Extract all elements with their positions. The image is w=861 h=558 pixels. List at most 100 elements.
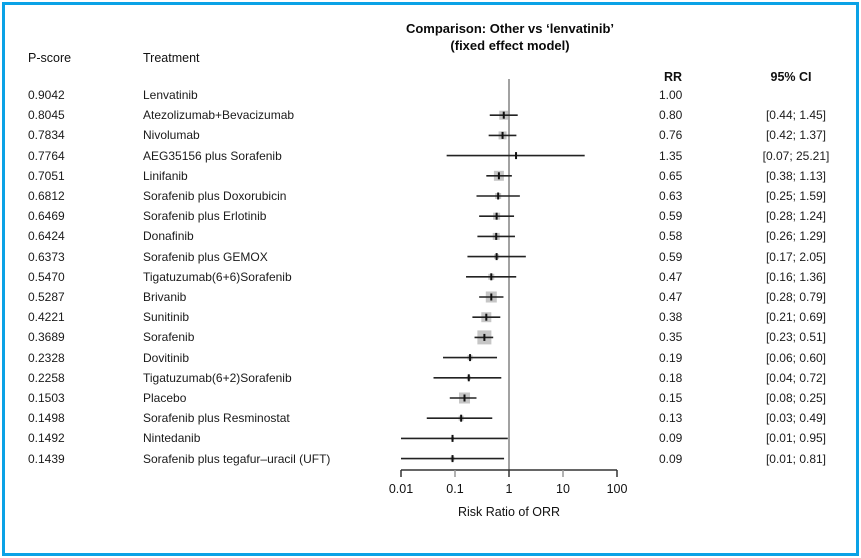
- point-marker: [495, 232, 498, 240]
- treatment-label: Dovitinib: [143, 350, 190, 365]
- ci-value: [0.16; 1.36]: [765, 269, 827, 284]
- x-tick-label: 0.1: [446, 482, 464, 496]
- ci-value: [0.28; 1.24]: [765, 209, 827, 224]
- p-score-value: 0.4221: [28, 310, 65, 325]
- point-marker: [495, 212, 498, 220]
- rr-value: 0.09: [659, 451, 683, 466]
- treatment-label: Sorafenib: [143, 330, 195, 345]
- ci-value: [0.01; 0.95]: [765, 431, 827, 446]
- ci-value: [0.03; 0.49]: [765, 411, 827, 426]
- p-score-value: 0.7834: [28, 128, 65, 143]
- treatment-label: Linifanib: [143, 168, 188, 183]
- rr-value: 0.19: [659, 350, 683, 365]
- point-marker: [460, 414, 463, 422]
- chart-title-line2: (fixed effect model): [450, 38, 570, 53]
- x-tick-label: 100: [606, 482, 628, 496]
- chart-title: Comparison: Other vs ‘lenvatinib’ (fixed…: [310, 20, 710, 54]
- rr-value: 0.47: [659, 290, 683, 304]
- point-marker: [490, 273, 493, 281]
- x-axis-label: Risk Ratio of ORR: [457, 505, 561, 519]
- p-score-value: 0.1498: [28, 411, 65, 426]
- point-marker: [497, 192, 500, 200]
- treatment-label: Sorafenib plus Doxorubicin: [143, 189, 287, 203]
- p-score-value: 0.6469: [28, 209, 65, 224]
- point-marker: [490, 293, 493, 301]
- p-score-value: 0.5470: [28, 269, 65, 284]
- point-marker: [495, 253, 498, 261]
- point-marker: [502, 111, 505, 119]
- column-header-pscore: P-score: [28, 51, 72, 65]
- point-marker: [501, 131, 504, 139]
- rr-value: 1.00: [659, 88, 683, 102]
- ci-value: [0.07; 25.21]: [762, 148, 830, 163]
- treatment-label: Sunitinib: [143, 310, 190, 325]
- point-marker: [485, 313, 488, 321]
- rr-value: 0.47: [659, 269, 683, 284]
- column-header-rr: RR: [663, 70, 683, 84]
- x-tick-label: 10: [556, 482, 570, 496]
- p-score-value: 0.1439: [28, 451, 65, 466]
- rr-value: 0.59: [659, 209, 683, 224]
- x-tick-label: 1: [505, 482, 513, 496]
- ci-value: [0.28; 0.79]: [765, 290, 827, 304]
- rr-value: 0.35: [659, 330, 683, 345]
- point-marker: [497, 172, 500, 180]
- point-marker: [469, 354, 472, 362]
- p-score-value: 0.9042: [28, 88, 65, 102]
- ci-value: [0.44; 1.45]: [765, 108, 827, 123]
- ci-value: [0.42; 1.37]: [765, 128, 827, 143]
- rr-value: 0.15: [659, 391, 683, 405]
- p-score-value: 0.1492: [28, 431, 65, 446]
- column-header-ci: 95% CI: [770, 70, 812, 84]
- rr-value: 1.35: [659, 148, 683, 163]
- point-marker: [451, 434, 454, 442]
- treatment-label: Brivanib: [143, 290, 187, 304]
- ci-value: [0.17; 2.05]: [765, 249, 827, 264]
- treatment-label: Atezolizumab+Bevacizumab: [143, 108, 295, 123]
- rr-value: 0.65: [659, 168, 683, 183]
- p-score-value: 0.8045: [28, 108, 65, 123]
- rr-value: 0.80: [659, 108, 683, 123]
- treatment-label: Tigatuzumab(6+2)Sorafenib: [143, 370, 292, 385]
- ci-value: [0.21; 0.69]: [765, 310, 827, 325]
- point-marker: [463, 394, 466, 402]
- rr-value: 0.13: [659, 411, 683, 426]
- p-score-value: 0.2258: [28, 370, 65, 385]
- treatment-label: Donafinib: [143, 229, 194, 244]
- ci-value: [0.08; 0.25]: [765, 391, 827, 405]
- ci-value: [0.38; 1.13]: [765, 168, 827, 183]
- p-score-value: 0.2328: [28, 350, 65, 365]
- treatment-label: Sorafenib plus tegafur–uracil (UFT): [143, 451, 331, 466]
- treatment-label: Sorafenib plus Resminostat: [143, 411, 290, 426]
- ci-value: [0.04; 0.72]: [765, 370, 827, 385]
- p-score-value: 0.6424: [28, 229, 65, 244]
- treatment-label: Nintedanib: [143, 431, 201, 446]
- rr-value: 0.58: [659, 229, 683, 244]
- ci-value: [726, 88, 861, 102]
- ci-value: [0.06; 0.60]: [765, 350, 827, 365]
- p-score-value: 0.6373: [28, 249, 65, 264]
- ci-value: [0.23; 0.51]: [765, 330, 827, 345]
- rr-value: 0.18: [659, 370, 683, 385]
- rr-value: 0.63: [659, 189, 683, 203]
- treatment-label: Sorafenib plus Erlotinib: [143, 209, 267, 224]
- p-score-value: 0.6812: [28, 189, 65, 203]
- rr-value: 0.76: [659, 128, 683, 143]
- treatment-label: Nivolumab: [143, 128, 200, 143]
- rr-value: 0.38: [659, 310, 683, 325]
- p-score-value: 0.1503: [28, 391, 65, 405]
- p-score-value: 0.7051: [28, 168, 65, 183]
- rr-value: 0.09: [659, 431, 683, 446]
- ci-value: [0.25; 1.59]: [765, 189, 827, 203]
- treatment-label: Placebo: [143, 391, 187, 405]
- treatment-label: AEG35156 plus Sorafenib: [143, 148, 282, 163]
- p-score-value: 0.5287: [28, 290, 65, 304]
- treatment-label: Sorafenib plus GEMOX: [143, 249, 268, 264]
- p-score-value: 0.3689: [28, 330, 65, 345]
- treatment-label: Tigatuzumab(6+6)Sorafenib: [143, 269, 292, 284]
- point-marker: [451, 455, 454, 463]
- rr-value: 0.59: [659, 249, 683, 264]
- point-marker: [483, 333, 486, 341]
